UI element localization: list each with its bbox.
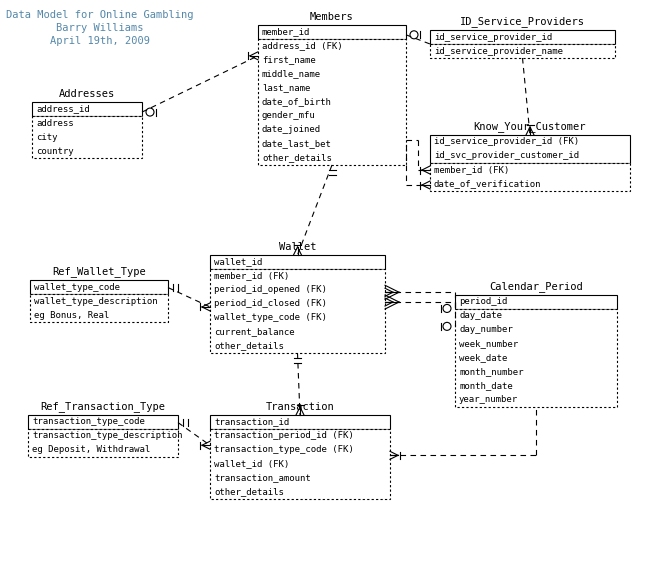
Text: wallet_type_code (FK): wallet_type_code (FK) (214, 314, 327, 323)
Text: date_of_verification: date_of_verification (434, 180, 542, 189)
Text: address_id (FK): address_id (FK) (262, 42, 342, 51)
Text: transaction_id: transaction_id (214, 417, 289, 426)
Text: Calendar_Period: Calendar_Period (489, 281, 583, 292)
Text: eg Bonus, Real: eg Bonus, Real (34, 311, 109, 320)
Text: city: city (36, 132, 57, 141)
Text: id_svc_provider_customer_id: id_svc_provider_customer_id (434, 152, 579, 161)
Text: week_number: week_number (459, 340, 518, 348)
Text: address_id: address_id (36, 104, 90, 113)
Text: eg Deposit, Withdrawal: eg Deposit, Withdrawal (32, 446, 150, 454)
Bar (210, 255, 385, 269)
Text: Addresses: Addresses (59, 89, 115, 99)
Text: other_details: other_details (214, 487, 284, 496)
Bar (28, 429, 178, 457)
Text: id_service_provider_name: id_service_provider_name (434, 47, 563, 55)
Bar (30, 294, 168, 322)
Text: week_date: week_date (459, 353, 508, 363)
Text: wallet_id (FK): wallet_id (FK) (214, 459, 289, 469)
Bar (258, 39, 406, 165)
Bar (430, 30, 615, 44)
Text: year_number: year_number (459, 396, 518, 405)
Bar (455, 309, 617, 407)
Text: Barry Williams: Barry Williams (56, 23, 144, 33)
Text: Transaction: Transaction (266, 402, 334, 412)
Text: Know_Your_Customer: Know_Your_Customer (473, 121, 586, 132)
Bar (210, 415, 390, 429)
Text: Ref_Transaction_Type: Ref_Transaction_Type (41, 401, 166, 412)
Text: wallet_type_description: wallet_type_description (34, 296, 157, 306)
Text: date_joined: date_joined (262, 125, 321, 135)
Text: id_service_provider_id (FK): id_service_provider_id (FK) (434, 137, 579, 146)
Text: wallet_id: wallet_id (214, 258, 263, 267)
Text: member_id (FK): member_id (FK) (434, 165, 510, 174)
Text: ID_Service_Providers: ID_Service_Providers (460, 16, 585, 27)
Text: period_id: period_id (459, 298, 508, 307)
Text: April 19th, 2009: April 19th, 2009 (50, 36, 150, 46)
Bar (32, 102, 142, 116)
Bar (430, 163, 630, 191)
Text: period_id_opened (FK): period_id_opened (FK) (214, 286, 327, 295)
Text: transaction_amount: transaction_amount (214, 474, 311, 482)
Text: address: address (36, 119, 74, 128)
Text: member_id: member_id (262, 27, 310, 36)
Bar (30, 280, 168, 294)
Text: Ref_Wallet_Type: Ref_Wallet_Type (52, 266, 146, 277)
Text: transaction_period_id (FK): transaction_period_id (FK) (214, 431, 353, 441)
Text: Wallet: Wallet (279, 242, 316, 252)
Text: day_number: day_number (459, 325, 513, 335)
Bar (28, 415, 178, 429)
Bar (455, 295, 617, 309)
Text: transaction_type_code: transaction_type_code (32, 417, 145, 426)
Text: transaction_type_description: transaction_type_description (32, 431, 183, 441)
Text: id_service_provider_id: id_service_provider_id (434, 32, 552, 42)
Text: wallet_type_code: wallet_type_code (34, 283, 120, 291)
Text: Data Model for Online Gambling: Data Model for Online Gambling (6, 10, 193, 20)
Bar (430, 44, 615, 58)
Text: first_name: first_name (262, 55, 316, 64)
Bar (210, 269, 385, 353)
Bar (430, 135, 630, 163)
Bar (210, 429, 390, 499)
Text: transaction_type_code (FK): transaction_type_code (FK) (214, 446, 353, 454)
Text: other_details: other_details (214, 341, 284, 351)
Text: country: country (36, 146, 74, 156)
Text: date_last_bet: date_last_bet (262, 140, 332, 149)
Text: day_date: day_date (459, 311, 502, 320)
Text: current_balance: current_balance (214, 328, 295, 336)
Text: member_id (FK): member_id (FK) (214, 271, 289, 280)
Bar (258, 25, 406, 39)
Text: other_details: other_details (262, 153, 332, 162)
Text: period_id_closed (FK): period_id_closed (FK) (214, 299, 327, 308)
Text: date_of_birth: date_of_birth (262, 97, 332, 107)
Bar (32, 116, 142, 158)
Text: month_number: month_number (459, 368, 524, 377)
Text: month_date: month_date (459, 381, 513, 390)
Text: middle_name: middle_name (262, 70, 321, 79)
Text: gender_mfu: gender_mfu (262, 112, 316, 120)
Text: Members: Members (310, 12, 354, 22)
Text: last_name: last_name (262, 83, 310, 92)
